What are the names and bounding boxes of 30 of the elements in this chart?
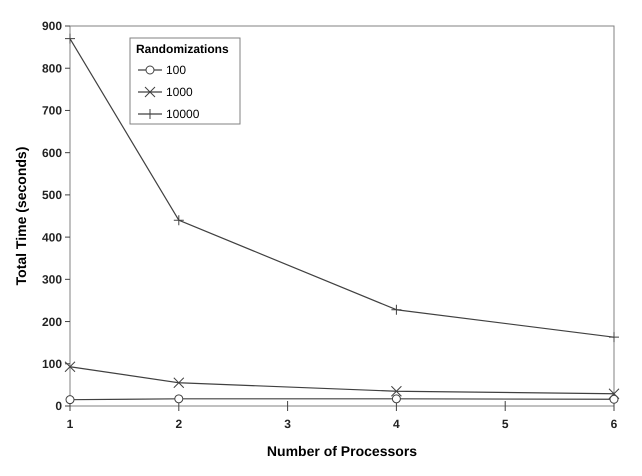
x-tick-label: 4 (393, 417, 400, 431)
point (608, 388, 620, 400)
point (173, 377, 184, 388)
legend-label: 1000 (166, 85, 194, 100)
y-axis-title: Total Time (seconds) (13, 146, 29, 286)
y-tick-label: 900 (42, 19, 62, 34)
x-tick-label: 2 (175, 417, 182, 431)
y-tick-label: 300 (42, 272, 62, 287)
point (64, 361, 76, 372)
legend-title: Randomizations (136, 42, 229, 56)
x-axis-title: Number of Processors (266, 443, 418, 459)
y-tick-label: 500 (42, 188, 62, 202)
point (173, 214, 184, 226)
point (174, 394, 184, 404)
x-tick-label: 3 (284, 417, 292, 431)
point (390, 386, 402, 397)
legend-label: 100 (166, 63, 186, 78)
y-tick-label: 600 (42, 146, 62, 160)
x-tick-label: 1 (66, 417, 74, 431)
legend-label: 10000 (166, 107, 200, 122)
x-tick-label: 6 (610, 417, 618, 431)
y-tick-label: 100 (42, 356, 62, 371)
y-tick-label: 200 (42, 314, 62, 329)
x-tick-label: 5 (502, 417, 509, 431)
y-tick-label: 400 (42, 230, 62, 244)
y-tick-label: 700 (42, 104, 62, 118)
point (392, 394, 401, 404)
y-tick-label: 800 (42, 61, 62, 76)
y-tick-label: 0 (55, 399, 62, 414)
point (66, 395, 74, 404)
